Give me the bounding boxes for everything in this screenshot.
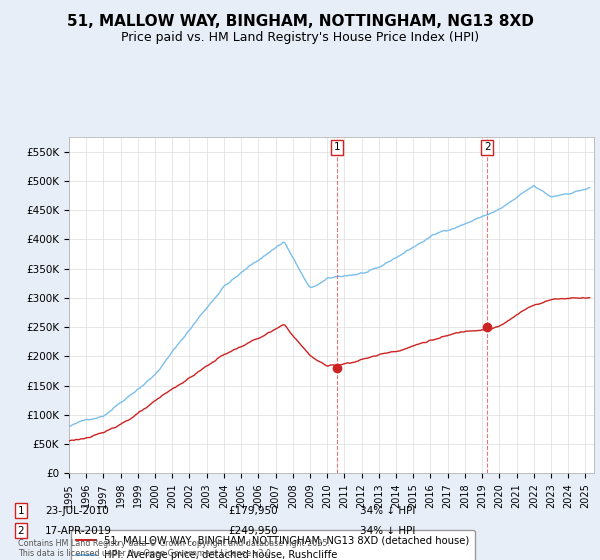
Text: 23-JUL-2010: 23-JUL-2010	[45, 506, 109, 516]
Text: 2: 2	[17, 526, 25, 536]
Text: 17-APR-2019: 17-APR-2019	[45, 526, 112, 536]
Text: Contains HM Land Registry data © Crown copyright and database right 2025.
This d: Contains HM Land Registry data © Crown c…	[18, 539, 330, 558]
Text: 1: 1	[334, 142, 340, 152]
Text: £179,950: £179,950	[228, 506, 278, 516]
Text: 1: 1	[17, 506, 25, 516]
Text: 2: 2	[484, 142, 490, 152]
Text: 51, MALLOW WAY, BINGHAM, NOTTINGHAM, NG13 8XD: 51, MALLOW WAY, BINGHAM, NOTTINGHAM, NG1…	[67, 14, 533, 29]
Text: Price paid vs. HM Land Registry's House Price Index (HPI): Price paid vs. HM Land Registry's House …	[121, 31, 479, 44]
Legend: 51, MALLOW WAY, BINGHAM, NOTTINGHAM, NG13 8XD (detached house), HPI: Average pri: 51, MALLOW WAY, BINGHAM, NOTTINGHAM, NG1…	[71, 530, 475, 560]
Text: £249,950: £249,950	[228, 526, 278, 536]
Text: 34% ↓ HPI: 34% ↓ HPI	[360, 506, 415, 516]
Text: 34% ↓ HPI: 34% ↓ HPI	[360, 526, 415, 536]
